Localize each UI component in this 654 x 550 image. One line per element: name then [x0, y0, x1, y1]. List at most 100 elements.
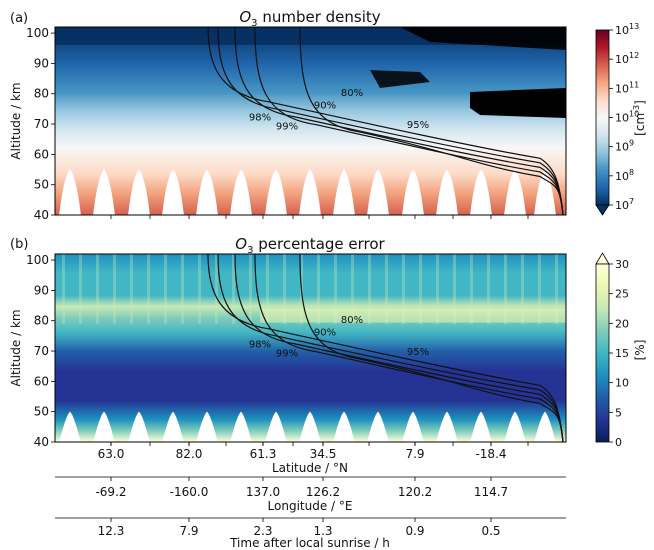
colorbar-tick-label: 25 [615, 288, 629, 301]
contour-line [207, 254, 564, 442]
axis-tick-label: 34.5 [310, 447, 337, 461]
gap-wedge [265, 411, 287, 442]
panel-b-x-ticks [110, 442, 529, 446]
streak [130, 254, 133, 324]
streak [453, 254, 456, 324]
colorbar-b-extend-arrow [595, 252, 610, 265]
contour-label: 98% [249, 339, 271, 350]
gap-wedge [196, 169, 218, 215]
y-tick-label: 90 [34, 283, 49, 297]
streak [249, 254, 252, 324]
y-tick-label: 100 [26, 26, 49, 40]
streak [266, 254, 269, 324]
contour-label: 99% [276, 122, 298, 133]
latitude-axis: 63.0 82.0 61.3 34.5 7.9 -18.4 Latitude / °N [98, 442, 507, 475]
contour-label: 90% [314, 327, 336, 338]
colorbar-tick-label: 15 [615, 347, 629, 360]
gap-wedge [470, 169, 492, 215]
contour-label: 90% [314, 100, 336, 111]
streak [79, 254, 82, 324]
streak [62, 254, 65, 324]
axis-tick-label: 63.0 [98, 447, 125, 461]
gap-wedge [59, 411, 81, 442]
colorbar-a-label: [cm-3] [632, 100, 647, 136]
gap-wedge [162, 411, 184, 442]
panel-a-lower-pattern [59, 169, 556, 215]
axis-tick-label: 0.5 [481, 524, 500, 538]
streak [555, 254, 558, 324]
latitude-label: Latitude / °N [272, 461, 348, 475]
colorbar-tick-label: 20 [615, 317, 629, 330]
contour-line [234, 254, 564, 442]
colorbar-tick-label: 5 [615, 406, 622, 419]
latitude-ticks: 63.0 82.0 61.3 34.5 7.9 -18.4 [98, 442, 507, 461]
contour-line [299, 254, 564, 442]
axis-tick-label: 12.3 [98, 524, 125, 538]
colorbar-b-body [595, 263, 610, 443]
contour-line [217, 27, 564, 215]
panel-a-contour-labels: 80% 90% 98% 99% 95% [249, 88, 429, 132]
panel-b: (b) O3 percentage error 405060708090100 … [9, 235, 647, 449]
panel-b-contours [207, 254, 564, 442]
axis-tick-label: 61.3 [250, 447, 277, 461]
gap-wedge [333, 411, 355, 442]
gap-wedge [230, 169, 252, 215]
gap-wedge [367, 411, 389, 442]
y-tick-label: 50 [34, 178, 49, 192]
panel-b-streaks [62, 254, 566, 324]
missing-data-region [470, 88, 566, 118]
colorbar-tick-label: 1012 [615, 51, 639, 66]
gap-wedge [402, 169, 424, 215]
gap-wedge [230, 411, 252, 442]
streak [538, 254, 541, 324]
gap-wedge [128, 169, 150, 215]
streak [368, 254, 371, 324]
missing-data-region [370, 70, 430, 88]
colorbar-a-extend-arrow [595, 204, 610, 216]
panel-b-ylabel: Altitude / km [9, 309, 23, 386]
gap-wedge [504, 411, 526, 442]
y-tick-label: 80 [34, 314, 49, 328]
streak [419, 254, 422, 324]
axis-tick-label: 7.9 [405, 447, 424, 461]
gap-wedge [402, 411, 424, 442]
gap-wedge [162, 169, 184, 215]
axis-tick-label: 2.3 [253, 524, 272, 538]
y-tick-label: 90 [34, 56, 49, 70]
contour-label: 80% [341, 315, 363, 326]
gap-wedge [93, 411, 115, 442]
streak [504, 254, 507, 324]
panel-a-frame [54, 26, 567, 216]
y-tick-label: 60 [34, 147, 49, 161]
panel-a-ylabel: Altitude / km [9, 82, 23, 159]
axis-tick-label: -160.0 [170, 485, 209, 499]
colorbar-tick-label: 1013 [615, 22, 639, 37]
streak [487, 254, 490, 324]
contour-line [207, 27, 564, 215]
time-axis: 12.3 7.9 2.3 1.3 0.9 0.5 Time after local sun… [55, 517, 566, 550]
colorbar-a-ticks: 1013 1012 1011 1010 109 108 107 [609, 22, 639, 212]
colorbar-tick-label: 0 [615, 436, 622, 449]
y-tick-label: 80 [34, 87, 49, 101]
y-tick-label: 100 [26, 253, 49, 267]
panel-a-x-ticks [110, 215, 529, 219]
panel-b-heatmap [55, 254, 566, 442]
panel-a-label: (a) [10, 11, 28, 26]
streak [470, 254, 473, 324]
streak [181, 254, 184, 324]
contour-label: 95% [407, 120, 429, 131]
gap-wedge [265, 169, 287, 215]
axis-tick-label: 114.7 [474, 485, 508, 499]
gap-wedge [504, 169, 526, 215]
panel-b-frame [54, 253, 567, 443]
panel-b-y-ticks: 40 50 60 70 80 90 100 [26, 253, 55, 449]
streak [402, 254, 405, 324]
colorbar-b: 30 25 20 15 10 5 0 [%] [595, 252, 647, 449]
streak [113, 254, 116, 324]
streak [215, 254, 218, 324]
axis-tick-label: -69.2 [95, 485, 126, 499]
streak [96, 254, 99, 324]
streak [436, 254, 439, 324]
colorbar-a-body [595, 29, 610, 206]
panel-a: (a) O3 number density 40 50 60 70 80 90 100 Al… [9, 8, 647, 222]
